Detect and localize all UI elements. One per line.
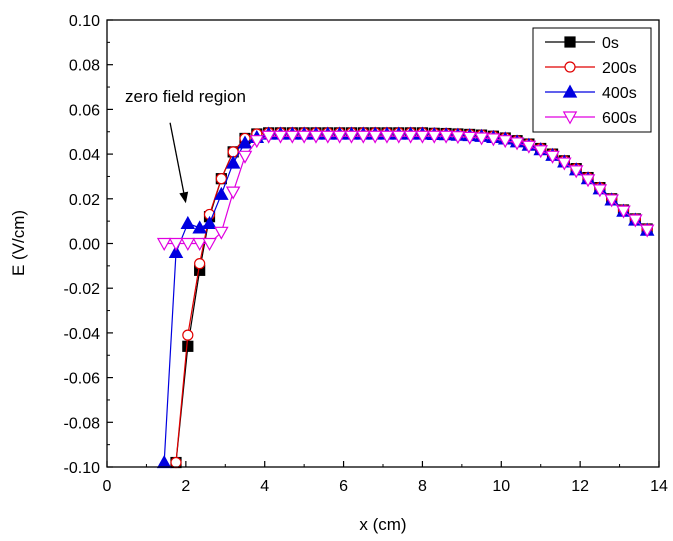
x-tick-label: 0 — [103, 478, 112, 495]
annotation-arrowhead — [179, 191, 189, 204]
data-point — [639, 224, 655, 238]
data-point — [568, 165, 584, 179]
x-tick-label: 12 — [571, 478, 589, 495]
data-point — [168, 244, 184, 259]
legend-label: 200s — [602, 60, 637, 77]
y-axis-title: E (V/cm) — [9, 210, 28, 276]
data-point — [182, 329, 194, 341]
data-point — [379, 130, 395, 144]
annotation-label: zero field region — [125, 87, 246, 106]
data-point — [628, 214, 643, 228]
legend-label: 400s — [602, 85, 637, 102]
x-tick-label: 8 — [418, 478, 427, 495]
data-point — [192, 220, 207, 234]
data-point — [261, 130, 276, 144]
data-point — [486, 133, 501, 147]
data-point — [296, 130, 312, 144]
y-tick-label: -0.06 — [64, 371, 101, 388]
data-point — [521, 140, 537, 154]
data-point — [168, 237, 184, 251]
y-tick-label: 0.08 — [69, 58, 100, 75]
data-point — [497, 135, 513, 149]
data-point — [227, 146, 239, 158]
data-point — [225, 155, 241, 169]
data-point — [533, 145, 548, 159]
legend-label: 600s — [602, 110, 637, 127]
data-point — [170, 456, 182, 469]
data-point — [180, 215, 196, 229]
y-tick-label: -0.02 — [64, 281, 101, 298]
data-point — [308, 130, 324, 144]
legend-marker — [564, 61, 576, 73]
data-point — [509, 137, 525, 151]
data-point — [415, 130, 430, 144]
legend-marker — [564, 36, 576, 48]
x-tick-label: 10 — [492, 478, 510, 495]
x-tick-label: 4 — [260, 478, 269, 495]
y-tick-label: -0.04 — [64, 326, 101, 343]
data-point — [592, 184, 608, 198]
data-point — [214, 186, 229, 200]
data-point — [194, 258, 206, 270]
data-point — [182, 340, 194, 352]
series-600s — [156, 130, 655, 251]
x-tick-label: 2 — [181, 478, 190, 495]
data-point — [545, 150, 560, 164]
legend-box — [532, 27, 652, 133]
data-point — [202, 215, 217, 229]
legend: 0s 200s 400s 600s — [532, 27, 652, 133]
legend-items: 0s 200s 400s 600s — [545, 35, 637, 127]
data-point — [285, 130, 300, 144]
data-point — [356, 130, 371, 144]
y-tick-label: 0.06 — [69, 102, 100, 119]
legend-label: 0s — [602, 35, 619, 52]
y-tick-label: -0.10 — [64, 460, 101, 477]
data-point — [474, 132, 489, 146]
data-point — [426, 130, 442, 144]
data-point — [156, 237, 172, 251]
annotation-arrow — [169, 122, 185, 193]
data-point — [214, 226, 229, 240]
annotation: zero field region — [125, 87, 246, 204]
data-point — [450, 131, 466, 145]
x-axis-title: x (cm) — [359, 515, 406, 534]
y-tick-label: 0.02 — [69, 192, 100, 209]
legend-marker — [562, 111, 578, 125]
data-point — [344, 130, 359, 144]
data-point — [580, 174, 596, 188]
x-tick-label: 6 — [339, 478, 348, 495]
series-layer — [156, 126, 655, 469]
y-tick-label: 0.00 — [69, 237, 100, 254]
data-point — [215, 173, 227, 185]
data-point — [249, 135, 265, 149]
data-point — [462, 131, 478, 145]
data-point — [237, 135, 253, 149]
data-point — [391, 130, 407, 144]
data-point — [332, 130, 347, 144]
y-tick-label: -0.08 — [64, 415, 101, 432]
legend-marker — [562, 84, 578, 98]
data-point — [604, 194, 619, 208]
data-point — [237, 150, 253, 164]
ticks-layer: 0 2 4 6 8 10 12 14 -0.10 -0.08 -0.06 -0.04 -0.02 0.00… — [64, 13, 668, 495]
x-tick-label: 14 — [650, 478, 668, 495]
data-point — [180, 237, 196, 251]
data-point — [320, 130, 336, 144]
data-point — [557, 157, 572, 171]
data-point — [273, 130, 288, 144]
data-point — [403, 130, 418, 144]
data-point — [202, 237, 217, 251]
data-point — [192, 237, 207, 251]
data-point — [616, 205, 631, 219]
data-point — [225, 186, 241, 200]
y-tick-label: 0.04 — [69, 147, 100, 164]
y-tick-label: 0.10 — [69, 13, 100, 30]
data-point — [367, 130, 383, 144]
data-point — [438, 130, 454, 144]
